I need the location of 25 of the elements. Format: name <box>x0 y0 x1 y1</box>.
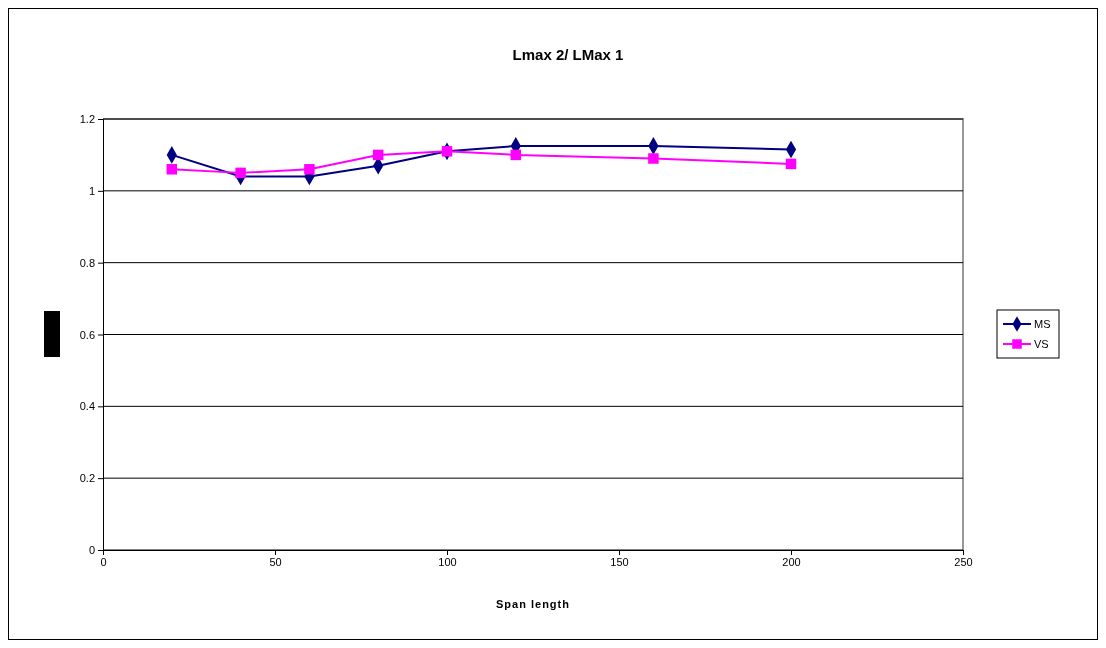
y-tick-label: 1.2 <box>79 113 95 126</box>
x-tick-label: 100 <box>438 555 457 568</box>
point <box>166 164 178 175</box>
point <box>304 164 315 175</box>
y-tick-label: 0 <box>88 544 95 557</box>
point <box>235 167 246 179</box>
y-tick-label: 1 <box>88 184 95 197</box>
point <box>785 158 797 170</box>
legend-label: MS <box>1034 318 1051 330</box>
x-tick-label: 150 <box>610 555 629 568</box>
point <box>372 149 384 161</box>
y-tick-label: 0.4 <box>79 400 95 413</box>
x-axis-title: Span length <box>496 598 570 610</box>
x-tick-label: 250 <box>954 555 973 568</box>
legend-label: VS <box>1034 338 1049 350</box>
x-tick-label: 50 <box>269 555 282 568</box>
y-tick-label: 0.8 <box>79 256 95 269</box>
y-tick-label: 0.6 <box>79 328 95 341</box>
x-tick-label: 0 <box>100 555 107 568</box>
y-tick-label: 0.2 <box>79 472 95 485</box>
point <box>648 153 659 164</box>
chart-title: Lmax 2/ LMax 1 <box>512 46 624 63</box>
point <box>510 149 522 161</box>
x-tick-label: 200 <box>782 555 801 568</box>
point <box>441 146 453 157</box>
